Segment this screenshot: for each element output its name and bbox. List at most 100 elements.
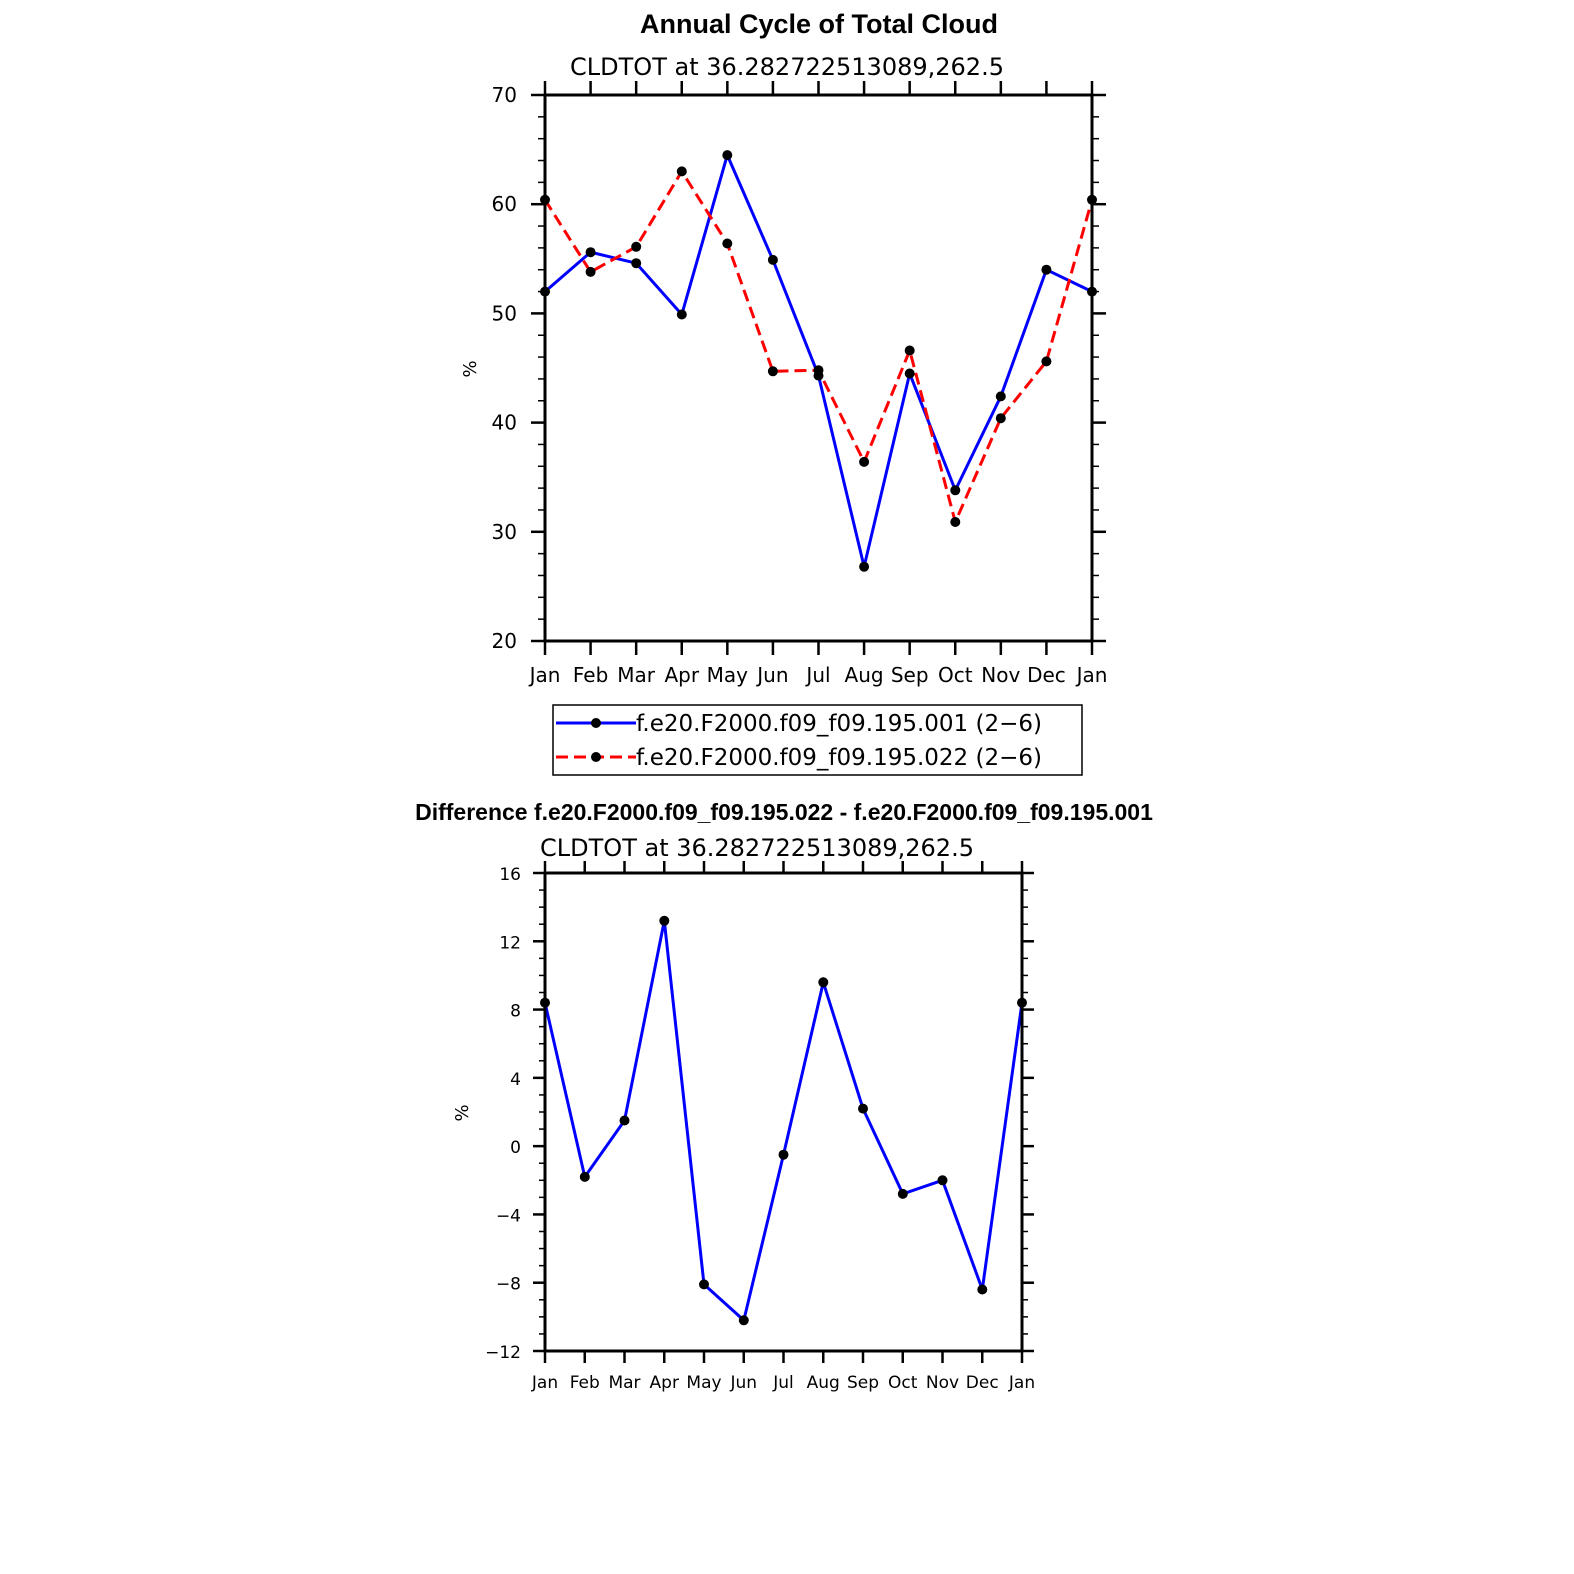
chart2-title: Difference f.e20.F2000.f09_f09.195.022 -…	[415, 799, 1153, 825]
x-tick-label-nov: Nov	[981, 663, 1020, 687]
legend-label-series-b: f.e20.F2000.f09_f09.195.022 (2−6)	[636, 745, 1042, 771]
chart2-series-lines	[543, 920, 1024, 1324]
data-point-s0-oct	[897, 1188, 908, 1199]
data-point-s0-sep	[904, 368, 915, 379]
chart1-series-lines	[543, 150, 1094, 568]
legend-marker-series-a	[591, 718, 601, 728]
data-point-s0-may	[699, 1279, 709, 1290]
data-point-s0-jun	[738, 1315, 749, 1326]
series-line-1	[543, 168, 1094, 527]
y-tick-label: 8	[510, 1002, 521, 1022]
chart1-x-tick-labels: Jan Feb Mar Apr May Jun Jul Aug Sep Oct Nov Dec Jan	[528, 663, 1108, 687]
chart2-ylabel: %	[452, 1104, 473, 1121]
data-point-s1-dec	[1041, 356, 1052, 367]
y-tick-label: 70	[492, 83, 517, 107]
data-point-s0-nov	[937, 1175, 948, 1186]
series-line-0	[543, 920, 1024, 1324]
data-point-s1-oct	[950, 517, 961, 527]
x-tick-label-jan: Jan	[528, 663, 561, 687]
x-tick-label-jan: Jan	[1008, 1373, 1035, 1393]
chart2-subtitle: CLDTOT at 36.282722513089,262.5	[540, 834, 974, 862]
x-tick-label-aug: Aug	[807, 1373, 840, 1393]
x-tick-label-dec: Dec	[966, 1373, 999, 1393]
data-point-s1-jun	[767, 366, 778, 377]
chart1-points	[540, 150, 1097, 572]
data-point-s0-nov	[995, 391, 1006, 402]
chart-difference: Difference f.e20.F2000.f09_f09.195.022 -…	[415, 799, 1153, 1393]
data-point-s1-sep	[904, 345, 915, 356]
y-tick-label: 40	[492, 411, 517, 435]
y-tick-label: 20	[492, 629, 517, 653]
chart2-y-tick-labels: −12 −8 −4 0 4 8 12 16	[485, 865, 521, 1363]
y-tick-label: −4	[496, 1206, 521, 1226]
x-tick-label-sep: Sep	[891, 663, 929, 687]
data-point-s0-aug	[818, 977, 829, 988]
x-tick-label-apr: Apr	[664, 663, 699, 687]
data-point-s0-dec	[1041, 264, 1052, 275]
x-tick-label-oct: Oct	[888, 1373, 918, 1393]
x-tick-label-may: May	[707, 663, 749, 687]
y-tick-label: 60	[492, 192, 517, 216]
y-tick-label: 16	[499, 865, 521, 885]
data-point-s1-jul	[813, 365, 824, 376]
x-tick-label-oct: Oct	[938, 663, 973, 687]
y-tick-label: −8	[496, 1275, 521, 1295]
x-tick-label-jan: Jan	[531, 1373, 558, 1393]
y-tick-label: 12	[499, 933, 521, 953]
data-point-s0-apr	[676, 309, 687, 320]
data-point-s0-aug	[859, 561, 870, 572]
legend-marker-series-b	[591, 752, 601, 762]
x-tick-label-may: May	[686, 1373, 721, 1393]
x-tick-label-aug: Aug	[845, 663, 884, 687]
data-point-s0-dec	[977, 1284, 988, 1295]
x-tick-label-apr: Apr	[650, 1373, 679, 1393]
legend-label-series-a: f.e20.F2000.f09_f09.195.001 (2−6)	[636, 711, 1042, 737]
data-point-s0-feb	[579, 1171, 590, 1182]
x-tick-label-jul: Jul	[772, 1373, 794, 1393]
y-tick-label: 0	[510, 1138, 521, 1158]
x-tick-label-nov: Nov	[926, 1373, 959, 1393]
x-tick-label-jan: Jan	[1075, 663, 1108, 687]
y-tick-label: 50	[492, 301, 517, 325]
y-tick-label: −12	[485, 1343, 521, 1363]
series-line-0	[544, 150, 1093, 568]
data-point-s1-mar	[631, 241, 642, 252]
y-tick-label: 30	[492, 520, 517, 544]
x-tick-label-feb: Feb	[570, 1373, 600, 1393]
y-tick-label: 4	[510, 1070, 521, 1090]
x-tick-label-mar: Mar	[617, 663, 656, 687]
data-point-s1-feb	[585, 266, 596, 277]
legend-box	[552, 704, 1083, 776]
data-point-s0-jul	[778, 1149, 789, 1160]
chart2-points	[540, 915, 1027, 1326]
chart2-frame	[543, 871, 1024, 1353]
data-point-s1-aug	[859, 456, 870, 467]
chart2-x-tick-labels: Jan Feb Mar Apr May Jun Jul Aug Sep Oct Nov Dec Jan	[531, 1373, 1035, 1393]
data-point-s0-mar	[631, 258, 642, 269]
data-point-s0-mar	[619, 1115, 630, 1126]
data-point-s1-may	[722, 238, 733, 249]
chart1-ylabel: %	[460, 360, 481, 377]
chart1-frame	[543, 93, 1094, 643]
x-tick-label-dec: Dec	[1027, 663, 1066, 687]
chart-annual-cycle: Annual Cycle of Total Cloud CLDTOT at 36…	[460, 9, 1108, 776]
data-point-s0-jun	[767, 254, 778, 265]
chart1-y-tick-labels: 20 30 40 50 60 70	[492, 83, 517, 653]
x-tick-label-jun: Jun	[755, 663, 788, 687]
data-point-s0-sep	[858, 1103, 868, 1114]
data-point-s0-apr	[659, 915, 670, 926]
x-tick-label-jun: Jun	[729, 1373, 757, 1393]
chart1-legend: f.e20.F2000.f09_f09.195.001 (2−6) f.e20.…	[552, 704, 1083, 776]
data-point-s0-may	[722, 150, 733, 161]
x-tick-label-sep: Sep	[847, 1373, 879, 1393]
x-tick-label-jul: Jul	[804, 663, 830, 687]
x-tick-label-mar: Mar	[608, 1373, 640, 1393]
data-point-s1-nov	[995, 413, 1006, 424]
chart1-subtitle: CLDTOT at 36.282722513089,262.5	[570, 53, 1004, 81]
chart1-title: Annual Cycle of Total Cloud	[640, 9, 998, 39]
chart2-ticks	[533, 861, 1034, 1363]
x-tick-label-feb: Feb	[573, 663, 608, 687]
data-point-s1-apr	[676, 166, 687, 177]
data-point-s0-oct	[950, 485, 961, 496]
